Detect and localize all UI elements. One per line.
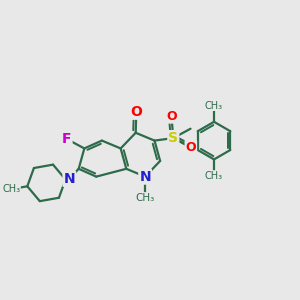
Text: S: S [168, 131, 178, 145]
Text: CH₃: CH₃ [2, 184, 20, 194]
Text: O: O [185, 141, 196, 154]
Text: O: O [166, 110, 177, 123]
Text: O: O [130, 105, 142, 119]
Text: F: F [62, 132, 71, 146]
Text: N: N [64, 172, 75, 186]
Text: CH₃: CH₃ [136, 193, 155, 202]
Text: N: N [139, 169, 151, 184]
Text: CH₃: CH₃ [205, 171, 223, 181]
Text: CH₃: CH₃ [205, 100, 223, 110]
